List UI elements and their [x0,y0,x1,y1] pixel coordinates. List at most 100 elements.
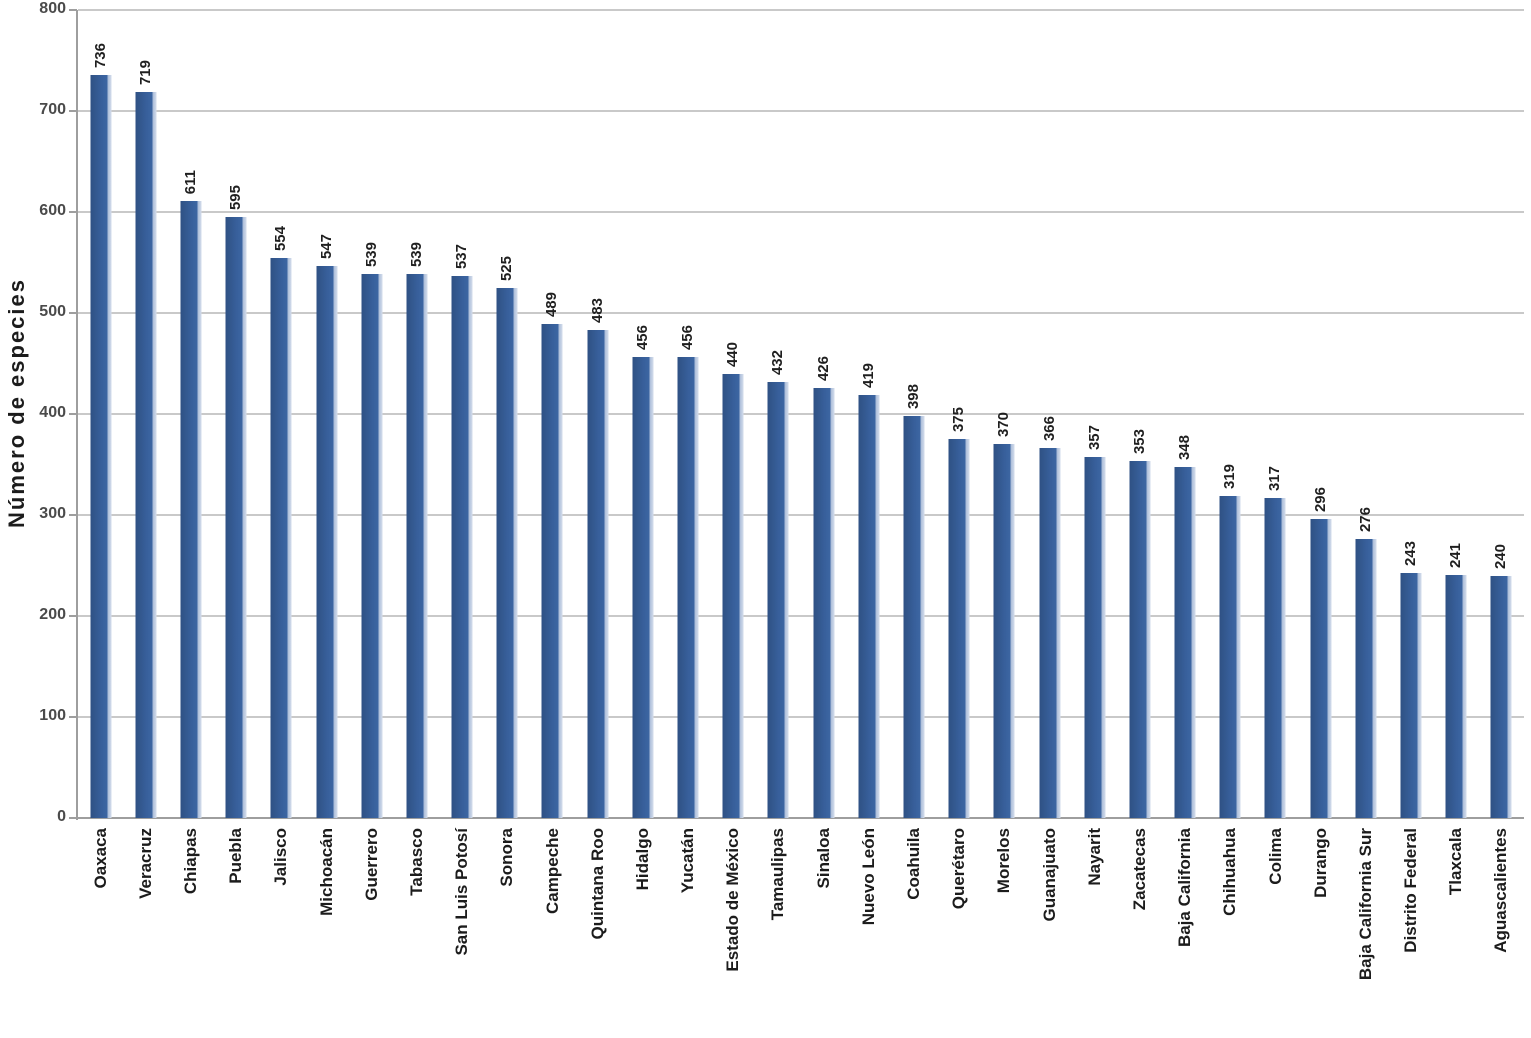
bar-yucat-n[interactable] [677,357,699,818]
bar-guanajuato[interactable] [1039,448,1061,818]
bar-baja-california[interactable] [1174,466,1196,818]
bar-value-label: 456 [678,325,696,351]
bar-value-label: 276 [1356,507,1374,533]
x-axis-label: Baja California [1175,828,1195,948]
bar-value-label: 547 [317,233,335,259]
bar-durango[interactable] [1310,519,1332,818]
x-axis-label: Puebla [226,828,246,884]
bar-tlaxcala[interactable] [1445,574,1467,818]
gridline-100 [78,716,1524,718]
bar-sinaloa[interactable] [813,387,835,818]
x-label-slot-23: Zacatecas [1117,828,1162,1038]
bar-slot-9: 525 [485,10,530,818]
bar-value-label: 241 [1446,542,1464,568]
bar-value-label: 611 [181,169,199,194]
x-axis-label: Chiapas [181,828,201,895]
x-label-slot-30: Tlaxcala [1434,828,1479,1038]
bar-slot-14: 440 [711,10,756,818]
x-label-slot-21: Guanajuato [1027,828,1072,1038]
bar-slot-4: 554 [259,10,304,818]
bar-slot-20: 370 [982,10,1027,818]
bar-guerrero[interactable] [361,273,383,818]
bar-san-luis-potos-[interactable] [451,275,473,818]
x-axis-label: Zacatecas [1129,828,1149,911]
bar-nuevo-le-n[interactable] [858,394,880,818]
x-axis-label: Campeche [542,828,562,914]
bar-slot-2: 611 [168,10,213,818]
bar-slot-16: 426 [801,10,846,818]
bar-value-label: 483 [588,298,606,324]
bar-campeche[interactable] [541,324,563,818]
x-axis-label: Tabasco [406,828,426,896]
x-axis-label: Baja California Sur [1355,828,1375,981]
x-axis-label: Durango [1310,828,1330,898]
bar-baja-california-sur[interactable] [1355,539,1377,818]
bar-slot-1: 719 [123,10,168,818]
y-tick-mark-500 [69,312,77,314]
y-tick-label-500: 500 [39,303,66,320]
x-label-slot-22: Nayarit [1072,828,1117,1038]
bar-morelos[interactable] [993,444,1015,818]
x-label-slot-18: Coahuila [891,828,936,1038]
x-axis-label: Nuevo León [858,828,878,926]
bar-chiapas[interactable] [180,200,202,818]
bar-slot-15: 432 [756,10,801,818]
bar-slot-6: 539 [349,10,394,818]
bar-slot-19: 375 [937,10,982,818]
bars-row: 736 719 611 595 554 547 539 539 537 525 489 483 456 4… [78,10,1524,818]
bar-tabasco[interactable] [406,273,428,818]
bar-slot-7: 539 [394,10,439,818]
x-label-slot-14: Estado de México [711,828,756,1038]
x-label-slot-7: Tabasco [394,828,439,1038]
bar-sonora[interactable] [496,287,518,818]
bar-quintana-roo[interactable] [587,330,609,818]
bar-colima[interactable] [1264,497,1286,818]
bar-oaxaca[interactable] [90,74,112,818]
x-axis-label: Hidalgo [632,828,652,891]
bar-zacatecas[interactable] [1129,461,1151,818]
y-tick-mark-300 [69,514,77,516]
x-label-slot-13: Yucatán [665,828,710,1038]
bar-slot-10: 489 [530,10,575,818]
x-axis-label: Jalisco [271,828,291,886]
bar-slot-11: 483 [575,10,620,818]
bar-hidalgo[interactable] [632,357,654,818]
bar-value-label: 317 [1266,465,1284,491]
x-axis-label: Yucatán [678,828,698,894]
x-label-slot-2: Chiapas [168,828,213,1038]
bar-tamaulipas[interactable] [767,381,789,818]
x-axis-label: San Luis Potosí [452,828,472,956]
bar-slot-5: 547 [304,10,349,818]
bar-slot-18: 398 [891,10,936,818]
bar-value-label: 398 [904,384,922,410]
bar-slot-3: 595 [214,10,259,818]
y-tick-label-400: 400 [39,404,66,421]
x-axis-label: Oaxaca [90,828,110,889]
bar-slot-12: 456 [620,10,665,818]
bar-aguascalientes[interactable] [1490,575,1512,818]
bar-coahuila[interactable] [903,416,925,818]
bar-slot-17: 419 [846,10,891,818]
bar-slot-21: 366 [1027,10,1072,818]
bar-value-label: 456 [633,325,651,351]
bar-slot-24: 348 [1163,10,1208,818]
bar-nayarit[interactable] [1084,457,1106,818]
bar-slot-29: 243 [1388,10,1433,818]
bar-veracruz[interactable] [135,91,157,818]
bar-distrito-federal[interactable] [1400,572,1422,818]
x-label-slot-1: Veracruz [123,828,168,1038]
x-label-slot-28: Baja California Sur [1343,828,1388,1038]
bar-quer-taro[interactable] [948,439,970,818]
bar-puebla[interactable] [225,217,247,818]
x-axis-label: Tlaxcala [1446,828,1466,896]
x-label-slot-17: Nuevo León [846,828,891,1038]
plot-area: 736 719 611 595 554 547 539 539 537 525 489 483 456 4… [78,9,1524,819]
bar-estado-de-m-xico[interactable] [722,373,744,818]
bar-chihuahua[interactable] [1219,495,1241,818]
bar-michoac-n[interactable] [316,265,338,818]
x-label-slot-5: Michoacán [304,828,349,1038]
x-label-slot-20: Morelos [982,828,1027,1038]
bar-jalisco[interactable] [270,258,292,818]
bar-slot-30: 241 [1434,10,1479,818]
